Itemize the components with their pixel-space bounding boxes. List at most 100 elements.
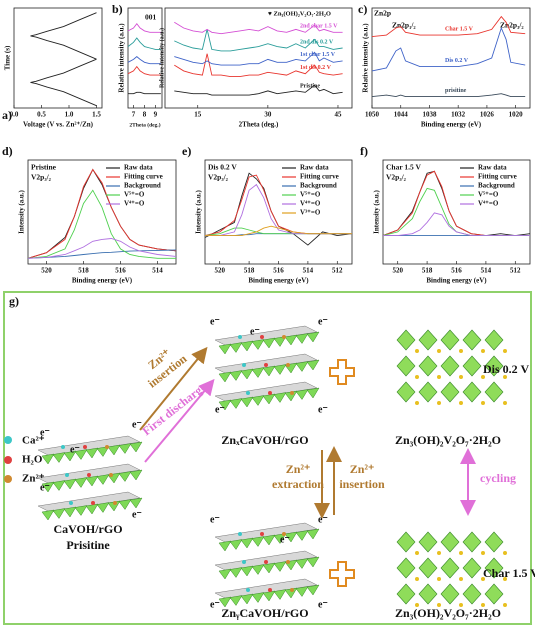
data-line — [382, 187, 530, 237]
vo-layer — [229, 595, 243, 606]
vo-layer — [273, 533, 287, 544]
vo-layer — [229, 567, 243, 578]
vo-layer — [218, 371, 232, 383]
atom — [503, 603, 507, 607]
y-axis-label: Relative Intensity (a.u.) — [158, 28, 165, 88]
vo-layer — [129, 497, 143, 509]
ion-label: Zn²⁺ — [22, 473, 45, 485]
polyhedron — [418, 531, 438, 553]
ion — [65, 473, 69, 477]
x-tick-label: 518 — [244, 267, 255, 275]
vo-layer — [218, 568, 232, 580]
vo-layer — [251, 339, 265, 350]
data-line — [27, 238, 177, 259]
state-label: Dis 0.2 V — [483, 362, 529, 376]
legend-label: Raw data — [300, 164, 329, 172]
vo-layer — [96, 474, 110, 485]
vo-layer — [251, 395, 265, 406]
vo-layer — [273, 561, 287, 572]
polyhedron — [484, 381, 504, 403]
vo-layer — [52, 480, 66, 491]
vo-layer — [229, 398, 243, 409]
annotation: V2p₃/₂ — [31, 173, 52, 182]
atom — [481, 349, 485, 353]
ion-key — [4, 456, 12, 464]
vo-layer — [295, 333, 309, 344]
plots: 0.0 0.5 1.0 1.5 Voltage (V vs. Zn²⁺/Zn) Time … — [2, 2, 531, 285]
ion — [238, 335, 242, 339]
annotation: 001 — [145, 13, 157, 22]
annotation: Char 1.5 V — [386, 163, 422, 172]
arrow-label: extraction — [272, 477, 324, 491]
atom — [437, 375, 441, 379]
ion — [282, 335, 286, 339]
legend-label: Raw data — [124, 164, 153, 172]
data-line — [383, 212, 530, 237]
stack-label: ZnₓCaVOH/rGO — [221, 433, 308, 447]
vo-layer — [218, 343, 232, 355]
vo-layer — [262, 534, 276, 546]
atom — [437, 401, 441, 405]
electron-label: e⁻ — [132, 419, 142, 430]
electron-label: e⁻ — [70, 444, 80, 455]
vo-layer — [295, 389, 309, 400]
vo-layer — [284, 531, 298, 543]
legend-label: V⁴⁺=O — [478, 200, 499, 208]
electron-label: e⁻ — [318, 316, 328, 327]
x-tick-label: 518 — [422, 267, 433, 275]
vo-layer — [63, 450, 77, 462]
plot-frame — [371, 7, 531, 109]
x-tick-label: 514 — [152, 267, 163, 275]
polyhedron — [396, 583, 416, 605]
chart: 15 30 45 2Theta (deg.) Relative Intensity (a… — [158, 7, 353, 129]
rgo-sheet — [37, 491, 141, 513]
data-line — [30, 58, 97, 107]
arrow — [144, 378, 215, 463]
x-tick-label: 518 — [78, 267, 89, 275]
vo-layer — [218, 596, 232, 608]
ion — [286, 363, 290, 367]
vo-layer — [85, 475, 99, 487]
vo-layer — [218, 540, 232, 552]
polyhedron — [462, 531, 482, 553]
vo-layer — [41, 453, 55, 465]
product-label: Zn₃(OH)₂V₂O₇·2H₂O — [395, 606, 501, 620]
panel-label: f) — [360, 144, 368, 158]
legend-label: Raw data — [478, 164, 507, 172]
x-tick-label: 15 — [194, 111, 202, 119]
legend-label: V⁵⁺=O — [300, 191, 321, 199]
atom — [437, 551, 441, 555]
legend-label: Background — [478, 182, 515, 190]
polyhedron — [440, 329, 460, 351]
vo-layer — [306, 387, 320, 399]
panel-label: c) — [358, 2, 367, 16]
vo-layer — [118, 443, 132, 454]
x-tick-label: 516 — [273, 267, 284, 275]
ion — [260, 532, 264, 536]
arrow-label: Zn²⁺ — [286, 462, 311, 476]
atom — [503, 577, 507, 581]
vo-layer — [273, 589, 287, 600]
vo-layer — [306, 359, 320, 371]
vo-layer — [129, 441, 143, 453]
plot-frame — [127, 7, 163, 109]
vo-layer — [262, 365, 276, 377]
rgo-sheet — [214, 381, 318, 403]
vo-layer — [229, 370, 243, 381]
vo-layer — [240, 340, 254, 352]
polyhedron — [440, 583, 460, 605]
chart: 520 518 516 514 512 Binding energy (eV) Intens… — [360, 144, 531, 285]
polyhedron — [462, 557, 482, 579]
rgo-sheet — [214, 578, 318, 600]
legend-label: V⁵⁺=O — [478, 191, 499, 199]
x-tick-label: 520 — [392, 267, 403, 275]
polyhedron — [440, 355, 460, 377]
electron-label: e⁻ — [40, 427, 50, 438]
vo-layer — [218, 399, 232, 411]
atom — [481, 375, 485, 379]
polyhedron — [418, 381, 438, 403]
atom — [459, 401, 463, 405]
chart: 1050 1044 1038 1032 1026 1020 Binding energy (… — [358, 2, 531, 129]
ion — [268, 588, 272, 592]
x-axis-label: Voltage (V vs. Zn²⁺/Zn) — [23, 121, 94, 129]
